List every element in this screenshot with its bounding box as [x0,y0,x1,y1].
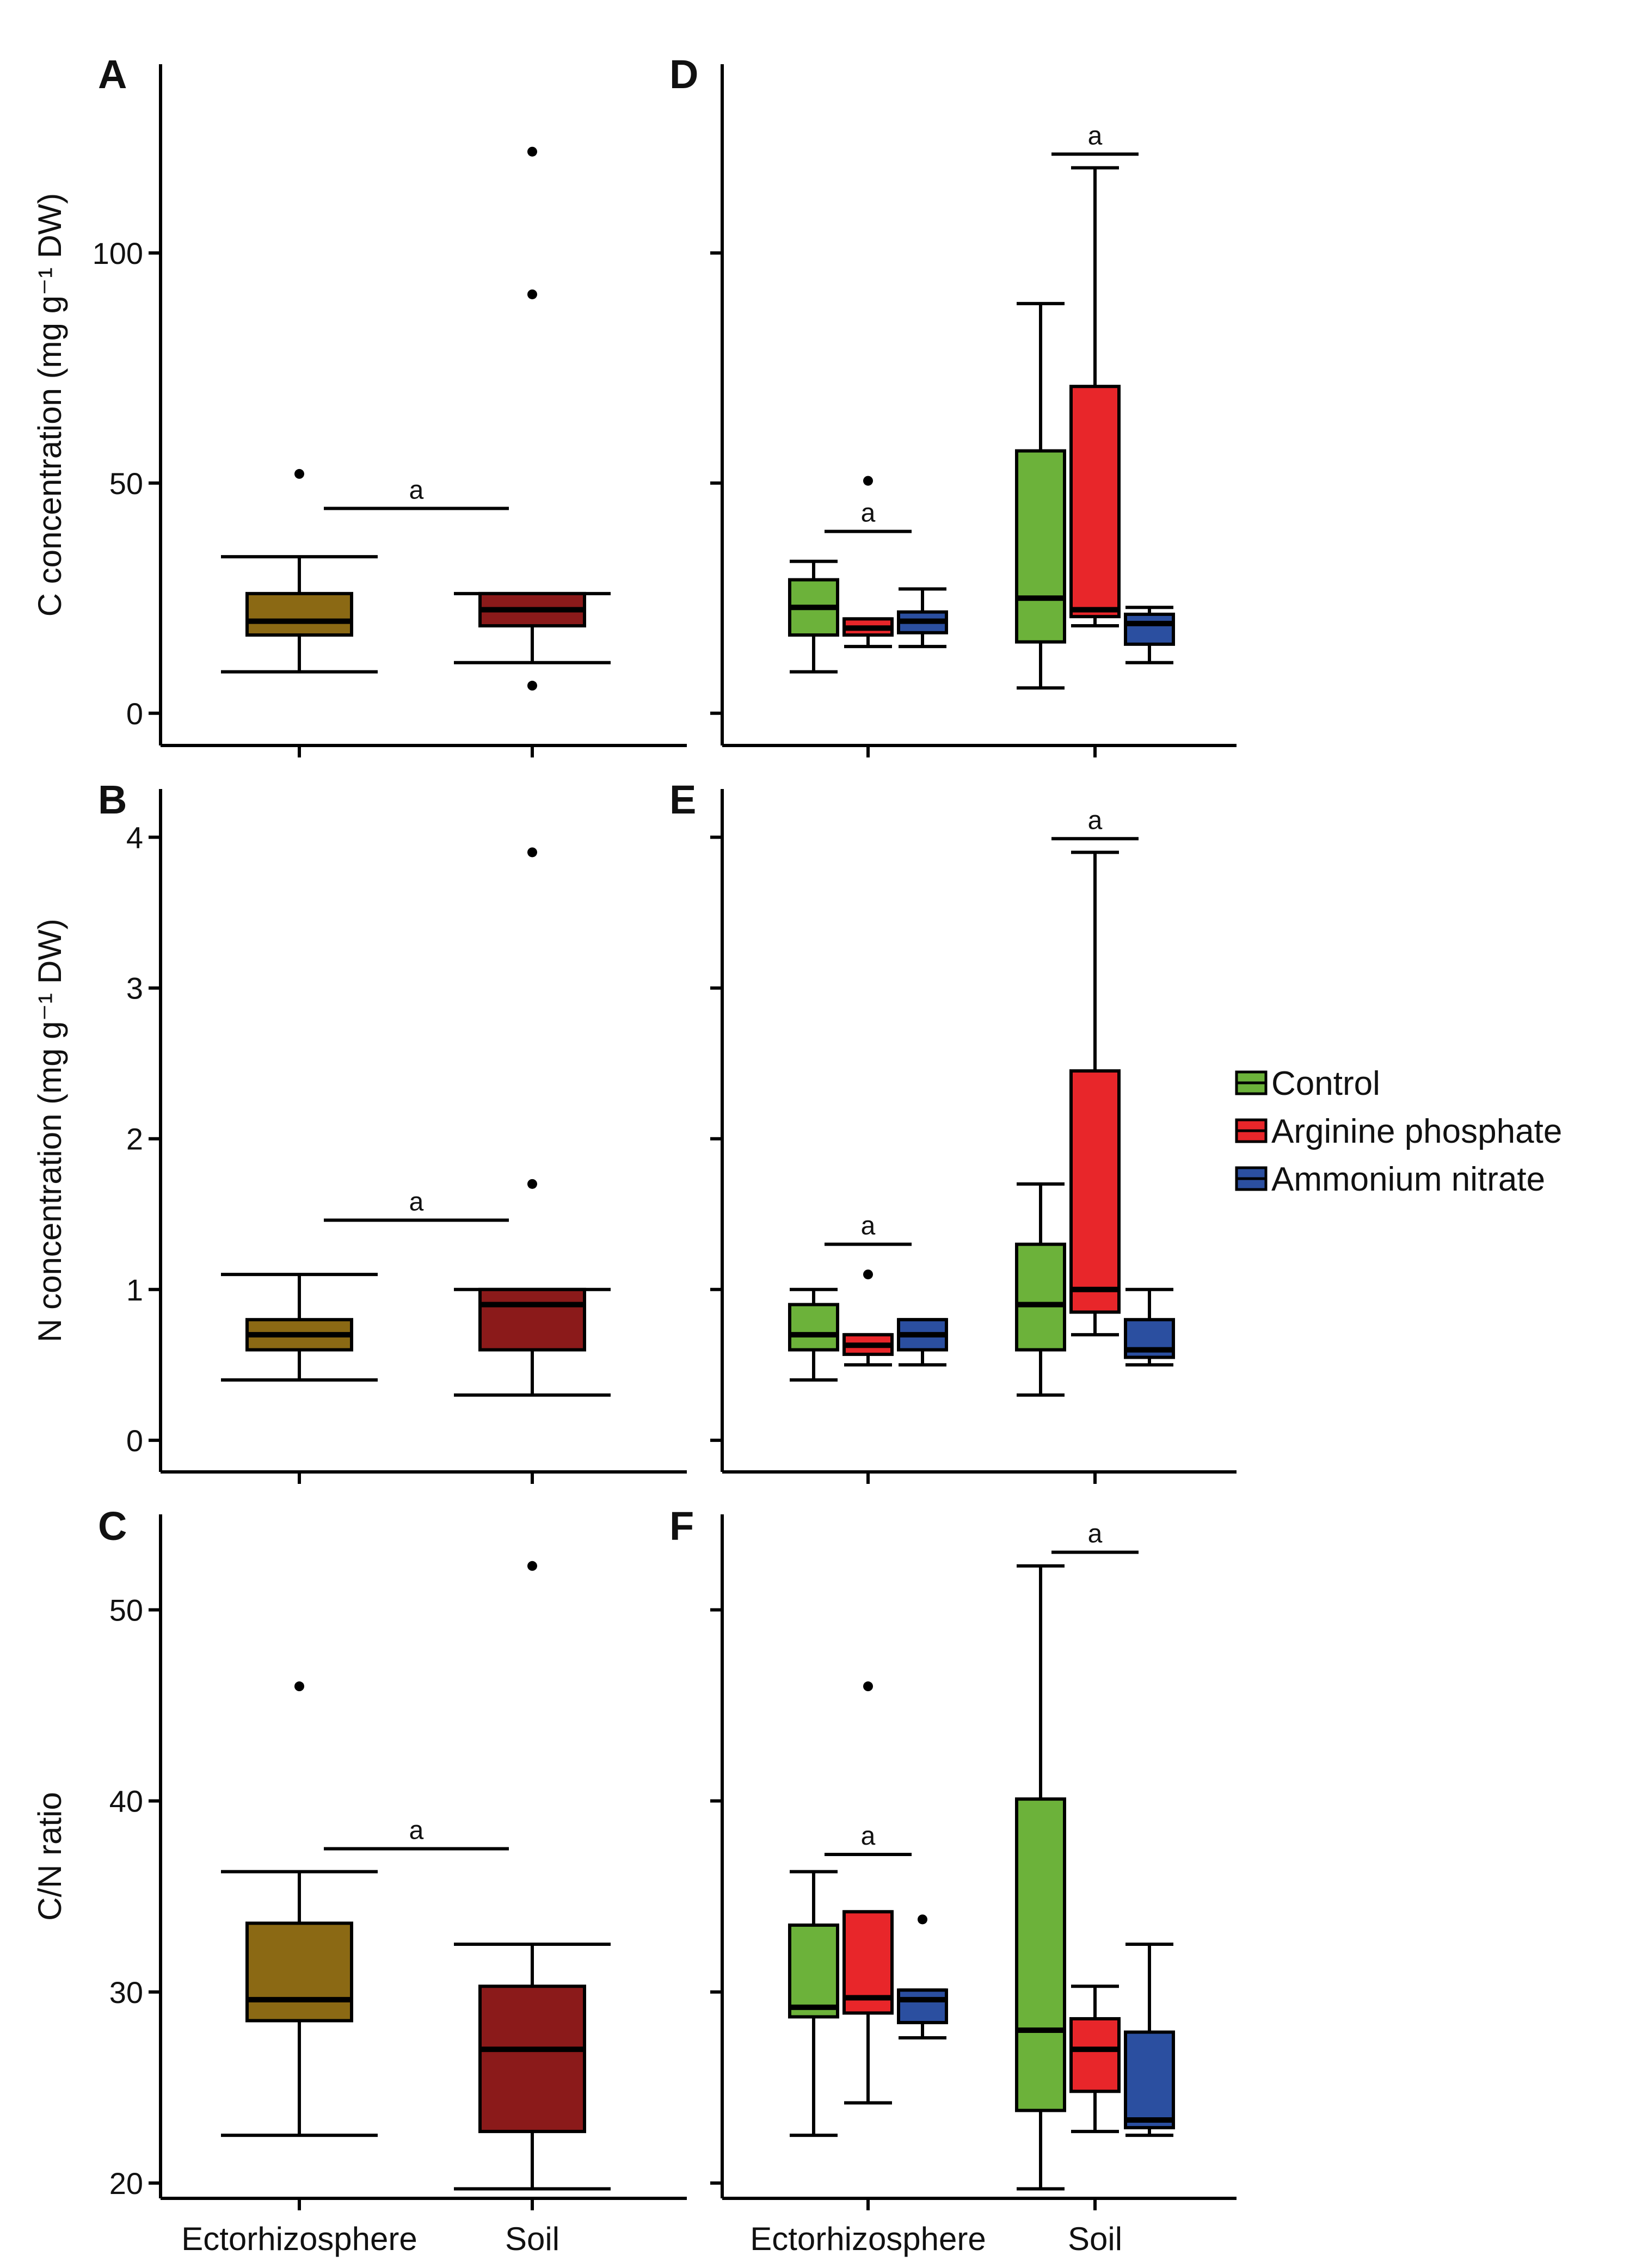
outlier-point [863,1681,873,1692]
panel-c: C 20 30 40 50 Ectorhizosphere Soil C/N ratio a [32,1503,687,2257]
significance-label: a [861,1822,876,1851]
significance-label: a [861,1212,876,1241]
y-tick-label: 50 [109,1593,143,1628]
box-soil-ammonium-nitrate [1124,1287,1175,1367]
outlier-point [294,1681,304,1692]
box-ectorhizosphere-ectorhizosphere [221,469,378,674]
x-tick-label-soil: Soil [505,2221,559,2257]
box-soil-soil [454,146,611,691]
y-tick-label: 1 [126,1273,143,1307]
outlier-point [918,1914,927,1925]
significance-label: a [861,499,876,528]
outlier-point [527,847,537,858]
box-soil-arginine-phosphate [1069,1984,1121,2134]
box-soil-soil [454,1561,611,2191]
outlier-point [863,476,873,486]
x-tick-label-soil: Soil [1068,2221,1122,2257]
panel-b: B 0 1 2 3 4 N concentration (mg g⁻¹ DW) a [32,777,687,1484]
y-tick-label: 3 [126,971,143,1006]
y-tick-label: 40 [109,1784,143,1819]
legend-item-arginine-phosphate: Arginine phosphate [1235,1113,1562,1150]
panel-a: A 0 50 100 C concentration (mg g⁻¹ DW) a [32,52,687,757]
y-tick-label: 100 [93,236,143,270]
panel-letter: B [98,777,127,822]
x-tick-label-ectorhizosphere: Ectorhizosphere [750,2221,986,2257]
y-tick-label: 50 [109,466,143,501]
box-ectorhizosphere-arginine-phosphate [842,1681,894,2105]
iqr-box [1069,1069,1121,1314]
y-axis-title: C concentration (mg g⁻¹ DW) [32,193,68,617]
iqr-box [1069,385,1121,619]
panel-letter: F [669,1503,694,1549]
box-ectorhizosphere-control [788,1870,839,2137]
y-tick-label: 4 [126,821,143,855]
box-ectorhizosphere-ammonium-nitrate [897,587,948,649]
outlier-point [527,146,537,157]
legend: Control Arginine phosphate Ammonium nitr… [1235,1065,1562,1198]
y-tick-label: 20 [109,2166,143,2201]
box-soil-control [1015,301,1066,690]
iqr-box [1124,2030,1175,2130]
x-tick-label-ectorhizosphere: Ectorhizosphere [181,2221,417,2257]
significance-label: a [1088,121,1103,150]
y-tick-label: 30 [109,1975,143,2010]
legend-label-control: Control [1271,1065,1380,1102]
box-soil-ammonium-nitrate [1124,1943,1175,2137]
panel-letter: D [669,52,698,97]
outlier-point [527,1179,537,1189]
box-soil-ammonium-nitrate [1124,606,1175,664]
iqr-box [788,1303,839,1352]
iqr-box [245,1921,353,2023]
iqr-box [1124,612,1175,646]
panel-d: Da a [669,52,1237,757]
iqr-box [788,1923,839,2019]
outlier-point [294,469,304,479]
box-ectorhizosphere-control [788,1287,839,1382]
panel-letter: C [98,1503,127,1549]
significance-label: a [1088,1520,1103,1549]
panel-letter: A [98,52,127,97]
box-ectorhizosphere-ectorhizosphere [221,1273,378,1382]
panel-letter: E [669,777,696,822]
iqr-box [478,1287,586,1352]
significance-label: a [409,476,424,504]
y-tick-label: 2 [126,1122,143,1156]
box-soil-soil [454,847,611,1397]
box-soil-control [1015,1564,1066,2191]
box-soil-arginine-phosphate [1069,850,1121,1336]
iqr-box [1015,1242,1066,1352]
box-ectorhizosphere-arginine-phosphate [842,476,894,649]
box-ectorhizosphere-ammonium-nitrate [897,1914,948,2040]
significance-label: a [409,1187,424,1216]
outlier-point [527,289,537,299]
legend-label-arginine-phosphate: Arginine phosphate [1271,1113,1562,1150]
panel-f: F Ectorhizosphere Soil a a [669,1503,1237,2257]
y-axis-title: N concentration (mg g⁻¹ DW) [32,919,68,1342]
panel-e: Ea a [669,777,1237,1484]
iqr-box [897,1988,948,2024]
y-tick-label: 0 [126,697,143,731]
legend-item-control: Control [1235,1065,1380,1102]
y-tick-label: 0 [126,1423,143,1458]
legend-item-ammonium-nitrate: Ammonium nitrate [1235,1161,1545,1198]
significance-label: a [1088,806,1103,835]
iqr-box [478,1984,586,2134]
outlier-point [527,681,537,691]
outlier-point [863,1269,873,1280]
iqr-box [1015,1797,1066,2112]
box-ectorhizosphere-control [788,559,839,674]
box-ectorhizosphere-arginine-phosphate [842,1269,894,1367]
box-soil-control [1015,1182,1066,1397]
significance-label: a [409,1816,424,1845]
box-ectorhizosphere-ammonium-nitrate [897,1318,948,1367]
iqr-box [245,591,353,637]
box-soil-arginine-phosphate [1069,166,1121,628]
outlier-point [527,1561,537,1571]
box-ectorhizosphere-ectorhizosphere [221,1681,378,2137]
iqr-box [1069,2017,1121,2093]
y-axis-title: C/N ratio [32,1792,68,1921]
legend-label-ammonium-nitrate: Ammonium nitrate [1271,1161,1545,1198]
iqr-box [1015,449,1066,644]
